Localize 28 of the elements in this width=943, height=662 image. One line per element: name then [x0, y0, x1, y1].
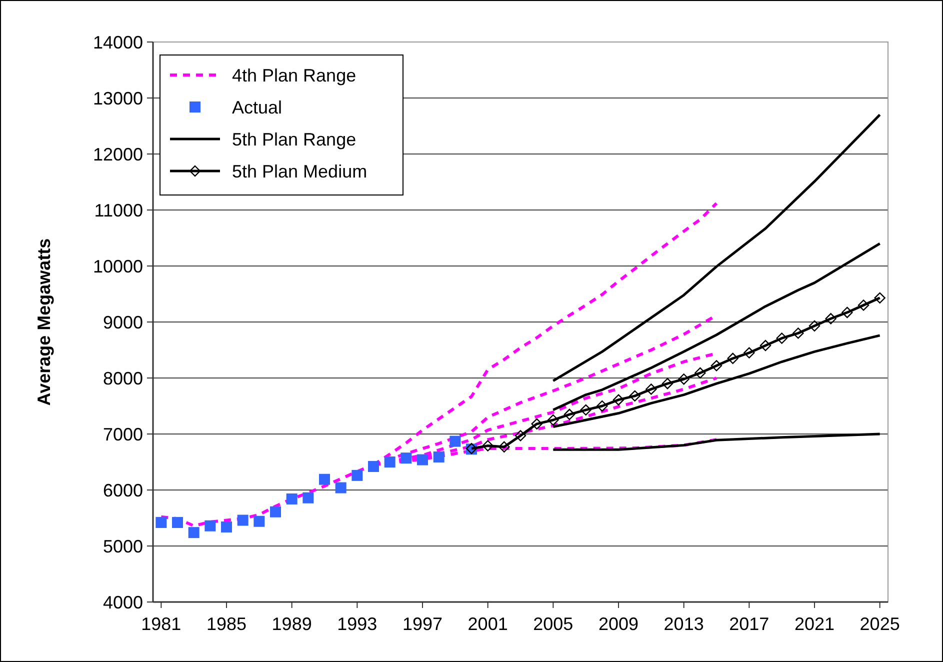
x-tick-label: 2005 [533, 614, 574, 634]
x-tick-label: 1989 [272, 614, 312, 634]
y-axis-title: Average Megawatts [34, 238, 54, 406]
y-tick-label: 10000 [92, 256, 143, 276]
x-tick-label: 2025 [860, 614, 900, 634]
x-tick-label: 2001 [468, 614, 508, 634]
y-tick-label: 5000 [102, 536, 143, 556]
legend-label: 5th Plan Range [232, 129, 356, 150]
y-tick-label: 13000 [92, 88, 143, 108]
y-tick-label: 9000 [102, 312, 143, 332]
y-tick-label: 11000 [94, 200, 143, 220]
y-tick-label: 12000 [92, 144, 143, 164]
legend-label: Actual [232, 97, 282, 118]
y-tick-label: 14000 [92, 32, 143, 52]
x-tick-label: 2013 [664, 614, 704, 634]
x-tick-label: 1981 [141, 614, 182, 634]
x-tick-label: 1997 [402, 614, 443, 634]
y-tick-label: 7000 [102, 424, 143, 444]
x-tick-label: 2017 [729, 614, 770, 634]
x-tick-label: 1985 [206, 614, 247, 634]
y-tick-label: 6000 [102, 480, 143, 500]
y-tick-label: 8000 [102, 368, 143, 388]
x-tick-label: 2009 [598, 614, 639, 634]
y-tick-label: 4000 [102, 592, 143, 612]
legend-label: 4th Plan Range [232, 65, 356, 86]
x-tick-label: 1993 [337, 614, 378, 634]
x-tick-label: 2021 [794, 614, 835, 634]
legend-label: 5th Plan Medium [232, 161, 368, 182]
